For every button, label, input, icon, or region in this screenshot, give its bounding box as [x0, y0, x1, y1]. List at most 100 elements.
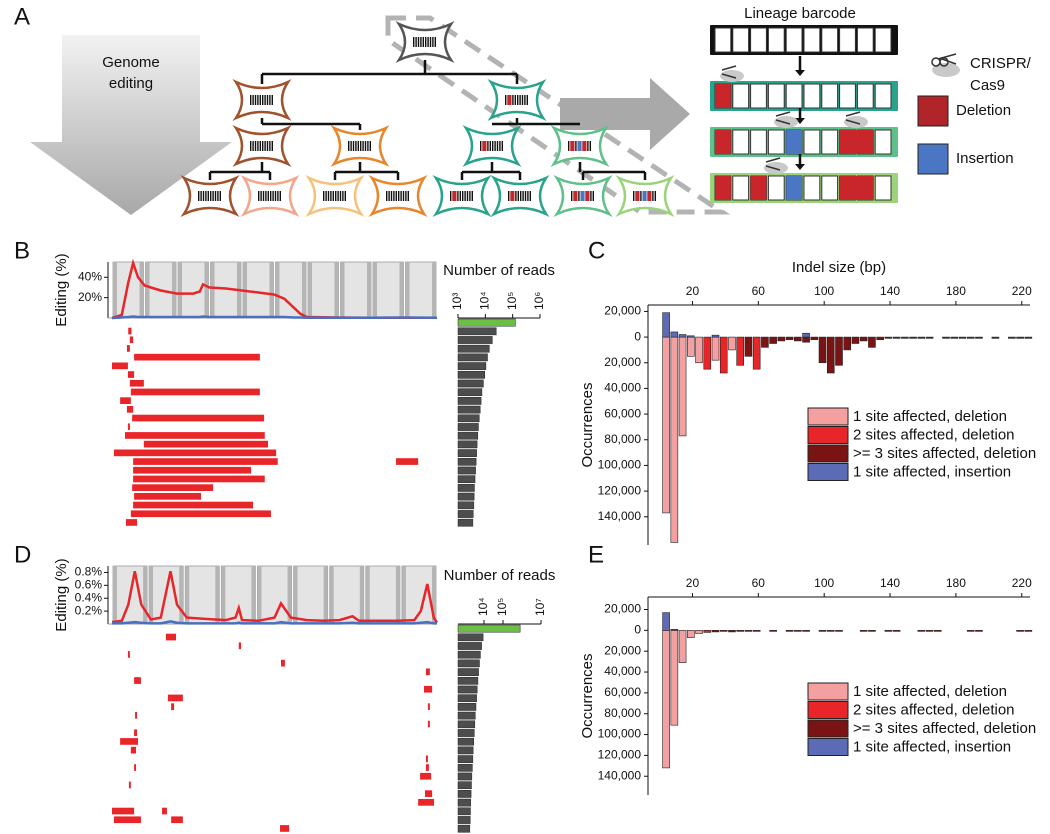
- scissors: [845, 111, 861, 125]
- reads-bar: [457, 746, 474, 755]
- bar: [851, 336, 860, 344]
- reads-bar: [457, 694, 477, 703]
- cell-edit: [580, 191, 585, 201]
- bar: [670, 630, 679, 726]
- legend-label: 2 sites affected, deletion: [853, 426, 1015, 443]
- barcode-site: [767, 175, 785, 201]
- cell-barcode: [521, 95, 524, 105]
- reads-tick-label: 10⁴: [478, 291, 492, 310]
- edit-segment: [132, 484, 214, 491]
- cell-barcode: [512, 95, 514, 105]
- cell-barcode: [254, 141, 257, 151]
- cell-barcode: [259, 95, 261, 105]
- bar: [868, 630, 876, 632]
- cell-barcode: [462, 191, 464, 201]
- target-site: [372, 261, 404, 319]
- bar: [958, 336, 967, 339]
- down-arrow: [30, 35, 232, 215]
- cell-barcode: [364, 141, 367, 151]
- edit-segment: [425, 764, 429, 771]
- target-site-edge: [399, 262, 404, 318]
- cell-edit: [570, 141, 575, 151]
- y-tick-label: 60,000: [604, 685, 641, 699]
- reads-bar: [457, 344, 490, 353]
- barcode-site: [767, 129, 785, 155]
- legend-swatch: [917, 143, 949, 175]
- cell-barcode: [590, 191, 592, 201]
- panel-label: C: [588, 237, 605, 264]
- barcode-site: [803, 27, 821, 53]
- edit-segment: [420, 772, 432, 780]
- y-tick-label: 100,000: [598, 727, 642, 741]
- y-tick-label: 0: [634, 623, 641, 637]
- cell-barcode: [487, 141, 489, 151]
- target-site-edge: [143, 566, 148, 624]
- target-site-edge: [401, 566, 406, 624]
- edit-segment: [130, 510, 271, 518]
- target-site: [340, 261, 372, 319]
- bar: [728, 630, 736, 633]
- target-site-edge: [251, 566, 256, 624]
- reads-bar: [457, 720, 476, 729]
- editing-line: [112, 620, 437, 625]
- barcode-site: [714, 27, 732, 53]
- legend-swatch: [807, 682, 849, 701]
- y-tick-label: 80,000: [604, 706, 641, 720]
- target-site-edge: [257, 566, 262, 624]
- bar: [678, 630, 687, 663]
- cell-barcode: [362, 141, 364, 151]
- edit-segment: [171, 816, 183, 824]
- cell-barcode: [464, 191, 466, 201]
- bar: [703, 336, 712, 370]
- edit-segment: [165, 633, 177, 641]
- reads-tick-label: 10⁷: [533, 598, 547, 616]
- reads-bar: [457, 763, 473, 772]
- target-site-edge: [139, 262, 144, 318]
- edit-segment: [425, 668, 430, 676]
- cell-barcode: [527, 191, 529, 201]
- cell-barcode: [265, 191, 267, 201]
- bar: [711, 334, 720, 338]
- barcode-site: [750, 83, 767, 109]
- barcode-site: [821, 83, 839, 109]
- cell-barcode: [402, 191, 405, 201]
- cell-barcode: [330, 191, 332, 201]
- edit-segment: [162, 807, 167, 815]
- bar: [752, 336, 761, 370]
- target-site-edge: [302, 262, 306, 318]
- bar: [678, 334, 687, 338]
- cell-barcode: [529, 191, 531, 201]
- legend-label: 1 site affected, insertion: [853, 463, 1011, 480]
- legend-label: 1 site affected, deletion: [853, 683, 1007, 700]
- cell-barcode: [339, 191, 342, 201]
- x-tick-label: 20: [686, 576, 700, 590]
- cell-barcode: [429, 37, 432, 47]
- reads-bar: [457, 414, 480, 423]
- reads-bar: [457, 676, 479, 685]
- cell-barcode: [269, 141, 271, 151]
- barcode-site: [785, 27, 803, 53]
- cell-barcode: [571, 191, 573, 201]
- bar: [868, 336, 876, 348]
- bar: [892, 630, 901, 632]
- reads-bar: [457, 642, 482, 650]
- target-site: [365, 565, 401, 625]
- cell-barcode: [459, 191, 461, 201]
- legend-swatch: [807, 463, 849, 481]
- reads-bar: [457, 484, 475, 492]
- bar: [991, 336, 1000, 339]
- bar: [670, 629, 679, 631]
- cell-barcode: [266, 95, 269, 105]
- barcode-site: [750, 27, 767, 53]
- cell-barcode: [344, 191, 346, 201]
- edit-segment: [424, 685, 433, 693]
- target-site-edge: [269, 262, 274, 318]
- barcode-site: [803, 129, 821, 155]
- barcode-site: [874, 83, 892, 109]
- cell-barcode: [390, 191, 393, 201]
- edit-segment: [120, 738, 138, 745]
- target-site-edge: [172, 262, 176, 318]
- cell-barcode: [505, 95, 507, 105]
- panel-label: D: [14, 541, 31, 568]
- barcode-edit: [839, 176, 874, 200]
